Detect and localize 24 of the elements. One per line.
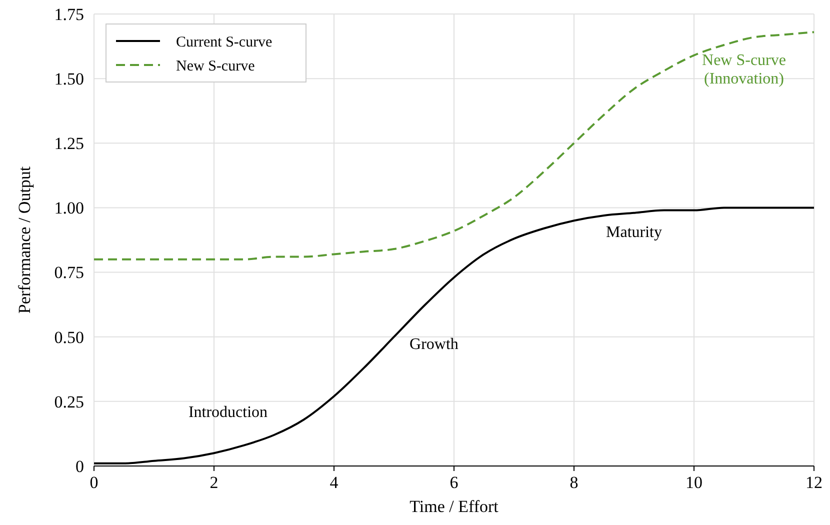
x-tick-label: 0 bbox=[90, 473, 98, 492]
x-tick-label: 4 bbox=[330, 473, 339, 492]
y-tick-label: 0.50 bbox=[54, 328, 84, 347]
annotation: Introduction bbox=[188, 404, 268, 422]
x-tick-label: 6 bbox=[450, 473, 458, 492]
y-tick-label: 1.25 bbox=[54, 134, 84, 154]
x-tick-label: 12 bbox=[806, 473, 822, 492]
x-tick-label: 10 bbox=[686, 473, 702, 492]
line-series bbox=[93, 31, 815, 260]
legend-label: New S-curve bbox=[176, 58, 256, 74]
y-tick-label: 0.25 bbox=[54, 392, 84, 412]
x-tick-label: 2 bbox=[210, 473, 218, 492]
y-tick-label: 1.00 bbox=[54, 198, 84, 218]
y-tick-label: 1.75 bbox=[54, 4, 84, 24]
y-tick-label: 0.75 bbox=[54, 263, 84, 282]
x-tick-label: 8 bbox=[570, 473, 578, 492]
legend-label: Current S-curve bbox=[176, 34, 273, 50]
y-tick-label: 0 bbox=[76, 456, 84, 476]
x-axis-title: Time / Effort bbox=[410, 497, 499, 516]
y-axis-title: Performance / Output bbox=[15, 166, 34, 314]
annotation: Maturity bbox=[606, 224, 662, 241]
annotation: New S-curve (Innovation) bbox=[702, 52, 786, 88]
y-tick-label: 1.50 bbox=[54, 70, 84, 89]
annotation: Growth bbox=[410, 336, 458, 353]
